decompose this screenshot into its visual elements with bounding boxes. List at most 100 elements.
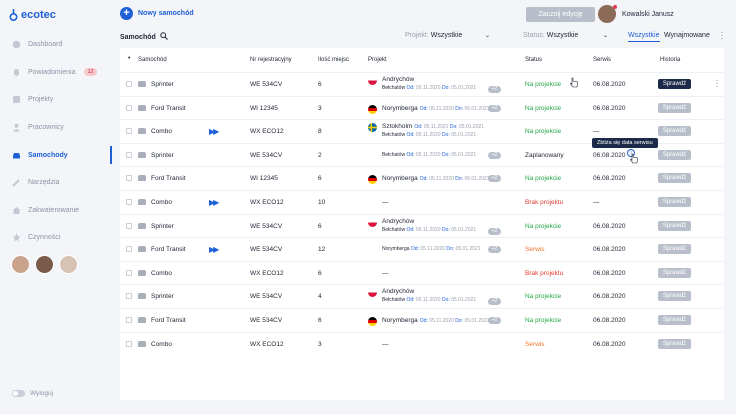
project-city[interactable]: Andrychów (382, 288, 414, 295)
project-filter[interactable]: Projekt: Wszystkie ⌄ (405, 32, 490, 39)
row-checkbox[interactable] (126, 269, 132, 276)
more-projects-badge[interactable]: +2 (488, 175, 501, 183)
sidebar-item-label: Czynności (28, 234, 61, 242)
project-city[interactable]: — (382, 341, 389, 348)
row-checkbox[interactable] (126, 293, 132, 300)
column-header-history[interactable]: Historia (660, 57, 681, 63)
row-checkbox[interactable] (126, 81, 132, 87)
table-row[interactable]: Sprinter WE 534CV 6 Andrychów Bełchatów Od: … (120, 72, 724, 96)
avatar[interactable] (11, 255, 30, 274)
avatar[interactable] (35, 255, 54, 274)
table-row[interactable]: Combo ▶▶ WX ECO12 10 — Brak projektu — Sprawdź (120, 190, 724, 214)
start-edit-button[interactable]: Zacznij edycję (526, 7, 595, 22)
column-header-service[interactable]: Serwis (593, 57, 612, 63)
project-city[interactable]: Norymberga Od: 05.11.2020 Do: 05.01.2021 (382, 175, 489, 182)
tab-all[interactable]: Wszystkie (628, 32, 660, 42)
sidebar-item-employees[interactable]: Pracownicy (0, 114, 112, 142)
fast-forward-icon: ▶▶ (209, 198, 219, 207)
sidebar-item-notifications[interactable]: Powiadomienia 12 (0, 59, 112, 87)
history-check-button[interactable]: Sprawdź (658, 197, 691, 207)
table-row[interactable]: Ford Transit WI 12345 3 Norymberga Od: 05.11… (120, 95, 724, 120)
sort-dot-icon[interactable]: • (128, 55, 131, 62)
status-filter[interactable]: Status: Wszystkie ⌄ (523, 32, 608, 39)
history-check-button[interactable]: Sprawdź (658, 267, 691, 278)
table-row[interactable]: Combo WX ECO12 3 — Serwis 06.08.2020 Sprawdź (120, 331, 724, 356)
history-check-button[interactable]: Sprawdź (658, 126, 691, 137)
history-check-button[interactable]: Sprawdź (658, 173, 691, 184)
history-check-button[interactable]: Sprawdź (658, 149, 691, 160)
service-date: 06.08.2020 (593, 317, 626, 324)
history-check-button[interactable]: Sprawdź (658, 338, 691, 349)
row-checkbox[interactable] (126, 246, 132, 253)
history-check-button[interactable]: Sprawdź (658, 220, 691, 231)
column-header-status[interactable]: Status (525, 57, 543, 63)
more-projects-badge[interactable]: +2 (488, 227, 501, 235)
row-checkbox[interactable] (126, 222, 132, 229)
sidebar-item-accommodation[interactable]: Zakwaterowanie (0, 197, 112, 225)
column-header-project[interactable]: Projekt (368, 57, 387, 63)
history-check-button[interactable]: Sprawdź (658, 244, 691, 255)
sidebar-item-tools[interactable]: Narzędzia (0, 169, 112, 197)
more-options-icon[interactable]: · · · (720, 28, 724, 43)
info-icon[interactable]: i (627, 149, 635, 157)
from-label: Od: (406, 226, 416, 233)
row-checkbox[interactable] (126, 128, 132, 135)
sidebar-item-label: Dashboard (28, 41, 63, 49)
status-filter-value: Wszystkie (546, 32, 579, 39)
row-checkbox[interactable] (126, 104, 132, 111)
to-date: 05.01.2021 (451, 132, 477, 139)
history-check-button[interactable]: Sprawdź (658, 102, 691, 113)
column-header-reg[interactable]: Nr rejestracyjny (250, 57, 292, 63)
user-menu[interactable]: Kowalski Janusz (598, 5, 674, 23)
logout-button[interactable]: Wyloguj (12, 390, 53, 397)
sidebar-item-activities[interactable]: Czynności (0, 224, 112, 252)
table-row[interactable]: Sprinter WE 534CV 6 Andrychów Bełchatów Od: … (120, 213, 724, 238)
search-icon[interactable] (160, 32, 168, 42)
table-row[interactable]: Combo ▶▶ WX ECO12 8 Sztokholm Od: 05.11.2021 … (120, 119, 724, 143)
project-city[interactable]: Norymberga Od: 05.11.2020 Do: 05.01.2021 (382, 105, 489, 112)
more-projects-badge[interactable]: +2 (488, 298, 501, 306)
project-city[interactable]: Norymberga Od: 05.11.2020 Do: 05.01.2021 (382, 317, 489, 324)
avatar[interactable] (59, 255, 78, 274)
service-date: 06.08.2020 (593, 81, 626, 88)
more-projects-badge[interactable]: +2 (488, 86, 501, 93)
tab-rented[interactable]: Wynajmowane (664, 32, 710, 39)
history-check-button[interactable]: Sprawdź (658, 291, 691, 302)
project-city[interactable]: — (382, 199, 389, 206)
more-projects-badge[interactable]: +2 (488, 246, 501, 254)
project-city[interactable]: Sztokholm Od: 05.11.2021 Do: 05.01.2021 (382, 123, 484, 130)
table-row[interactable]: Sprinter WE 534CV 2 Bełchatów Od: 05.11.202… (120, 142, 724, 167)
row-checkbox[interactable] (126, 175, 132, 182)
service-date: 06.08.2020 (593, 175, 626, 183)
sidebar-item-label: Narzędzia (28, 179, 60, 187)
history-check-button[interactable]: Sprawdź (658, 315, 691, 325)
row-checkbox[interactable] (126, 199, 132, 205)
table-row[interactable]: Sprinter WE 534CV 4 Andrychów Bełchatów Od: … (120, 284, 724, 308)
project-city[interactable]: — (382, 270, 389, 277)
project-city-name: Andrychów (382, 217, 415, 225)
sidebar-item-dashboard[interactable]: Dashboard (0, 31, 112, 59)
table-row[interactable]: Ford Transit WI 12345 6 Norymberga Od: 05.11… (120, 166, 724, 190)
sidebar-item-projects[interactable]: Projekty (0, 86, 112, 114)
table-row[interactable]: Ford Transit WE 534CV 6 Norymberga Od: 05.11… (120, 308, 724, 332)
project-dates: Od: 05.11.2020 Do: 05.01.2021 (420, 106, 490, 112)
column-header-seats[interactable]: Ilość miejsc (318, 57, 350, 63)
more-projects-badge[interactable]: +2 (488, 151, 501, 159)
more-projects-badge[interactable]: +2 (488, 317, 501, 324)
project-city[interactable]: Andrychów (382, 76, 414, 83)
add-car-button[interactable]: + Nowy samochód (120, 7, 194, 20)
sidebar-item-cars[interactable]: Samochody (0, 141, 112, 169)
seat-count: 2 (318, 151, 322, 159)
row-checkbox[interactable] (126, 151, 132, 158)
table-row[interactable]: Combo WX ECO12 6 — Brak projektu 06.08.2020 Sp… (120, 260, 724, 285)
history-check-button[interactable]: Sprawdź (658, 79, 691, 89)
from-date: 05.11.2020 (415, 132, 442, 139)
more-projects-badge[interactable]: +2 (488, 104, 501, 112)
logo[interactable]: ecotec (9, 8, 56, 22)
row-more-options-icon[interactable]: · · · (715, 76, 719, 91)
row-checkbox[interactable] (126, 340, 132, 347)
project-city[interactable]: Andrychów (382, 218, 414, 225)
column-header-car[interactable]: Samochód (138, 57, 167, 63)
row-checkbox[interactable] (126, 317, 132, 323)
table-row[interactable]: Ford Transit ▶▶ WE 534CV 12 Norymberga Od: 0… (120, 237, 724, 261)
